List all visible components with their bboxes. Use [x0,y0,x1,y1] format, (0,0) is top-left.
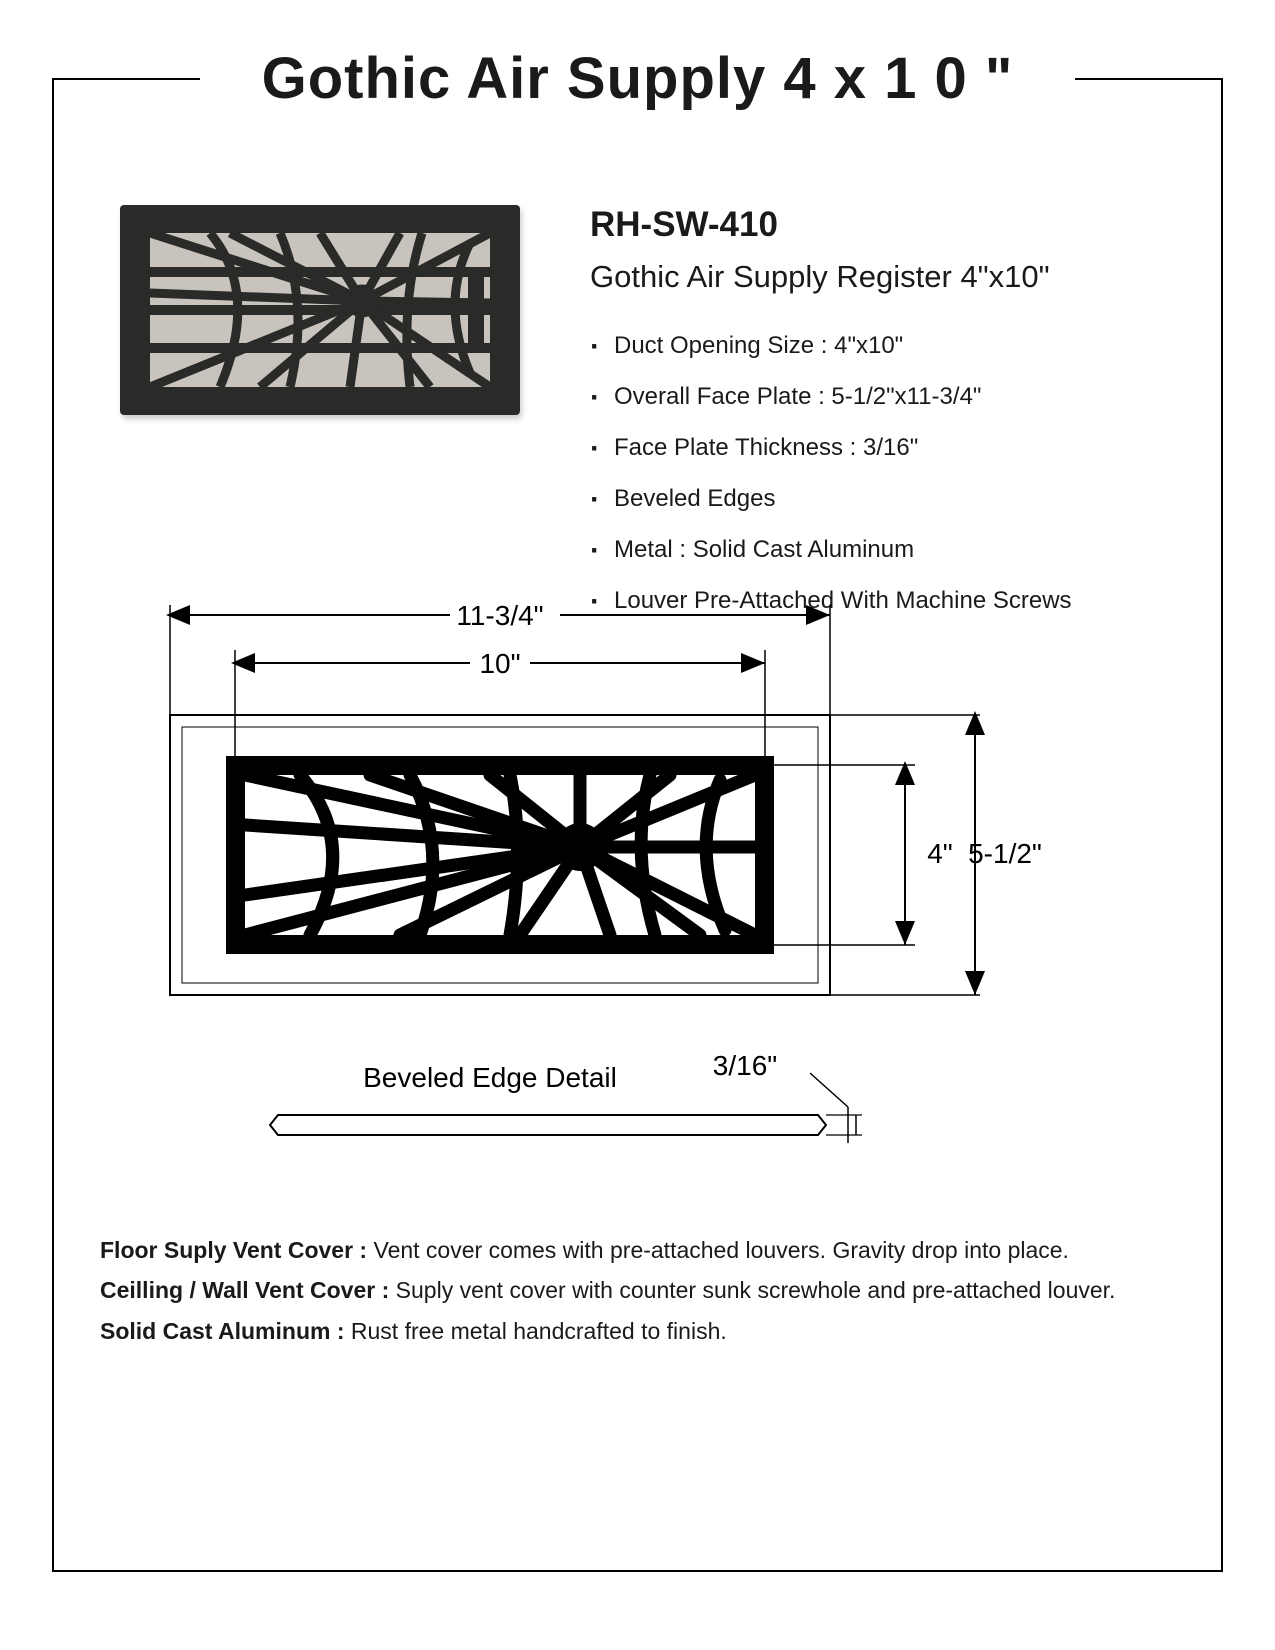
bevel-detail: Beveled Edge Detail 3/16" [250,1055,1010,1175]
dim-inner-height: 4" [927,838,953,869]
top-section: RH-SW-410 Gothic Air Supply Register 4"x… [120,205,1155,627]
footer-line: Floor Suply Vent Cover : Vent cover come… [100,1230,1175,1270]
page-title: Gothic Air Supply 4 x 1 0 " [0,45,1275,112]
product-photo [120,205,520,415]
spec-item: Face Plate Thickness : 3/16" [590,423,1155,474]
spec-item: Overall Face Plate : 5-1/2"x11-3/4" [590,372,1155,423]
spec-item: Beveled Edges [590,474,1155,525]
dim-outer-width: 11-3/4" [456,600,543,631]
spec-item: Duct Opening Size : 4"x10" [590,321,1155,372]
dimension-diagram: 11-3/4" 10" 4" 5-1/2" [150,595,1130,1035]
dim-outer-height: 5-1/2" [968,838,1042,869]
footer-line: Solid Cast Aluminum : Rust free metal ha… [100,1311,1175,1351]
product-subtitle: Gothic Air Supply Register 4"x10" [590,259,1155,295]
bevel-thickness: 3/16" [713,1050,777,1081]
spec-list: Duct Opening Size : 4"x10" Overall Face … [590,321,1155,627]
footer-line: Ceilling / Wall Vent Cover : Suply vent … [100,1270,1175,1310]
dim-inner-width: 10" [479,648,520,679]
product-sku: RH-SW-410 [590,205,1155,245]
bevel-label: Beveled Edge Detail [363,1062,617,1093]
info-column: RH-SW-410 Gothic Air Supply Register 4"x… [590,205,1155,627]
spec-item: Metal : Solid Cast Aluminum [590,525,1155,576]
footer-notes: Floor Suply Vent Cover : Vent cover come… [100,1230,1175,1351]
